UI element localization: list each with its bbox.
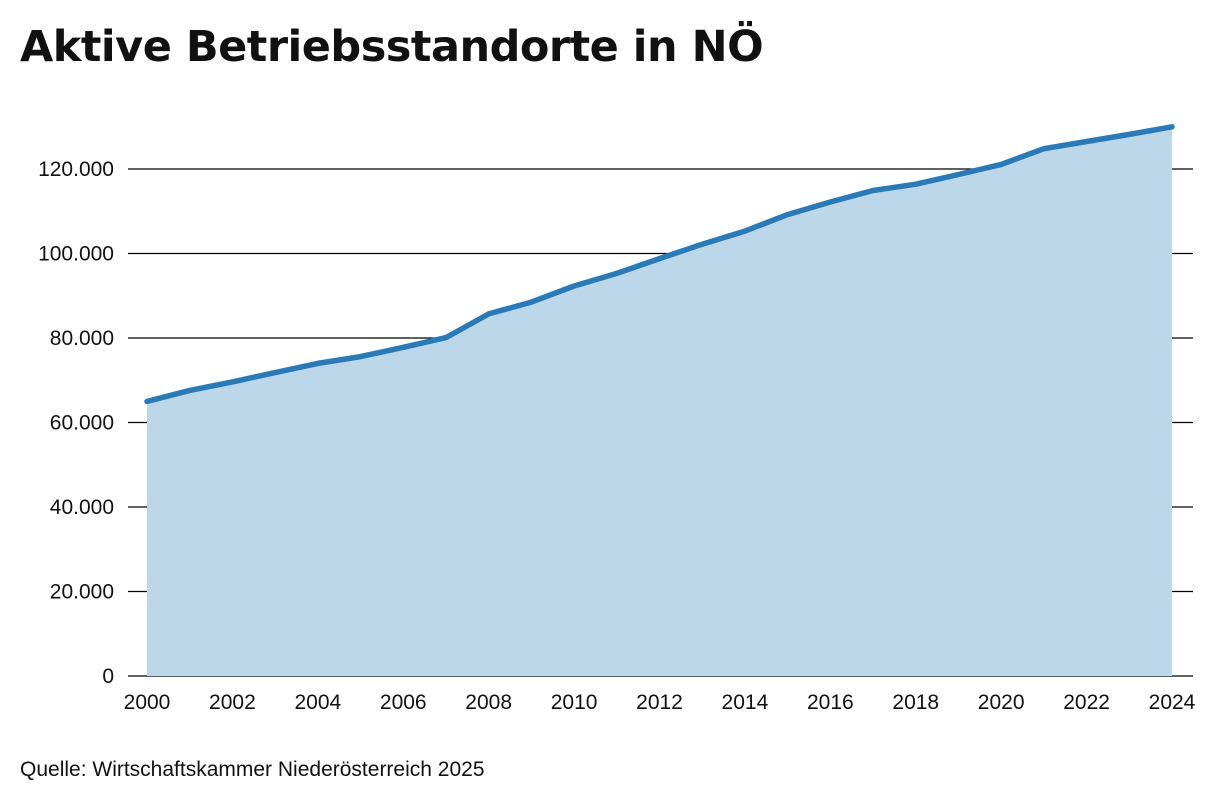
x-tick-label: 2006 <box>380 691 427 714</box>
x-tick-label: 2010 <box>551 691 598 714</box>
x-tick-label: 2000 <box>124 691 171 714</box>
x-tick-label: 2016 <box>807 691 854 714</box>
x-tick-label: 2012 <box>636 691 683 714</box>
area-fill <box>147 126 1172 677</box>
series-line <box>144 124 1175 405</box>
x-tick-label: 2008 <box>465 691 512 714</box>
source-note: Quelle: Wirtschaftskammer Niederösterrei… <box>20 758 485 781</box>
y-tick-label: 0 <box>102 665 114 688</box>
x-tick-label: 2024 <box>1149 691 1196 714</box>
x-tick-label: 2020 <box>978 691 1025 714</box>
x-tick-label: 2018 <box>892 691 939 714</box>
y-tick-label: 100.000 <box>38 243 114 266</box>
x-axis-ticks: 2000 2002 2004 2006 2008 2010 2012 2014 2016 2018… <box>124 691 1196 714</box>
x-tick-label: 2022 <box>1063 691 1110 714</box>
y-tick-label: 40.000 <box>50 496 114 519</box>
y-tick-label: 20.000 <box>50 581 114 604</box>
x-tick-label: 2002 <box>209 691 256 714</box>
y-axis-ticks: 0 20.000 40.000 60.000 80.000 100.000 120.000 <box>38 158 114 688</box>
y-tick-label: 60.000 <box>50 412 114 435</box>
y-tick-label: 80.000 <box>50 327 114 350</box>
x-tick-label: 2014 <box>722 691 769 714</box>
y-tick-label: 120.000 <box>38 158 114 181</box>
x-tick-label: 2004 <box>294 691 341 714</box>
chart-title: Aktive Betriebsstandorte in NÖ <box>20 22 764 72</box>
